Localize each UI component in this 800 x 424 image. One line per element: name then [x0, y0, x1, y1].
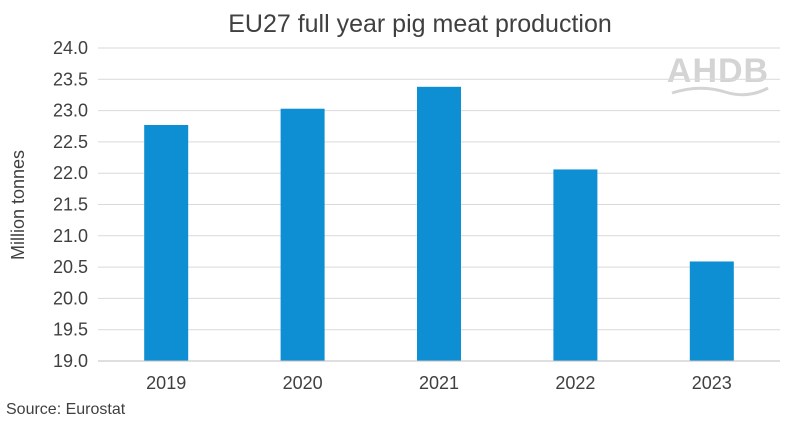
- y-tick-label: 20.0: [53, 288, 88, 308]
- x-tick-label: 2021: [419, 373, 459, 393]
- y-tick-label: 21.0: [53, 226, 88, 246]
- bar-2020: [280, 108, 325, 361]
- x-tick-label: 2020: [283, 373, 323, 393]
- bar-2023: [689, 261, 734, 361]
- ahdb-logo-text: AHDB: [667, 52, 769, 90]
- bar-2022: [553, 169, 598, 361]
- y-tick-label: 22.0: [53, 163, 88, 183]
- y-tick-label: 20.5: [53, 257, 88, 277]
- bar-2021: [417, 86, 461, 361]
- x-tick-label: 2019: [146, 373, 186, 393]
- y-tick-label: 22.5: [53, 132, 88, 152]
- y-axis-title: Million tonnes: [8, 150, 28, 260]
- bars: [144, 86, 734, 361]
- y-tick-label: 21.5: [53, 195, 88, 215]
- bar-2019: [144, 124, 189, 361]
- x-tick-label: 2023: [692, 373, 732, 393]
- y-tick-label: 24.0: [53, 38, 88, 58]
- x-axis-ticks: 2019 2020 2021 2022 2023: [146, 373, 732, 393]
- x-tick-label: 2022: [555, 373, 595, 393]
- ahdb-logo: AHDB: [667, 52, 769, 97]
- chart-title: EU27 full year pig meat production: [228, 10, 612, 38]
- y-tick-label: 23.0: [53, 101, 88, 121]
- y-tick-label: 23.5: [53, 69, 88, 89]
- y-tick-label: 19.5: [53, 320, 88, 340]
- source-note: Source: Eurostat: [6, 401, 126, 418]
- y-tick-label: 19.0: [53, 351, 88, 371]
- ahdb-logo-swoosh: [671, 86, 769, 97]
- y-axis-ticks: 19.0 19.5 20.0 20.5 21.0 21.5 22.0 22.5 23.0 23.5…: [53, 38, 88, 371]
